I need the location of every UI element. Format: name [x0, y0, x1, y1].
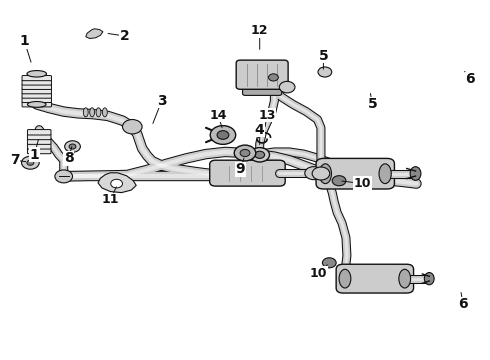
Ellipse shape: [319, 164, 332, 184]
Text: 8: 8: [64, 152, 74, 165]
Text: 14: 14: [209, 109, 227, 122]
Circle shape: [250, 148, 270, 162]
Text: 10: 10: [354, 177, 371, 190]
Text: 12: 12: [251, 24, 269, 37]
Text: 6: 6: [466, 72, 475, 86]
Text: 1: 1: [20, 35, 29, 48]
Text: 13: 13: [258, 109, 276, 122]
FancyBboxPatch shape: [243, 82, 282, 95]
FancyBboxPatch shape: [22, 93, 51, 98]
FancyBboxPatch shape: [27, 144, 51, 149]
Ellipse shape: [379, 164, 391, 184]
Text: 11: 11: [101, 193, 119, 206]
Ellipse shape: [102, 108, 107, 117]
Circle shape: [210, 126, 236, 144]
Circle shape: [22, 156, 39, 169]
Text: 1: 1: [29, 148, 39, 162]
Circle shape: [55, 170, 73, 183]
FancyBboxPatch shape: [210, 160, 285, 186]
Ellipse shape: [339, 269, 351, 288]
Circle shape: [305, 167, 322, 180]
FancyBboxPatch shape: [236, 60, 288, 89]
Circle shape: [111, 179, 122, 188]
Circle shape: [279, 81, 295, 93]
Text: 3: 3: [157, 94, 167, 108]
Ellipse shape: [83, 108, 88, 117]
Polygon shape: [86, 29, 103, 39]
FancyBboxPatch shape: [22, 98, 51, 103]
Circle shape: [234, 145, 256, 161]
Text: 10: 10: [310, 267, 327, 280]
Ellipse shape: [96, 108, 101, 117]
Circle shape: [255, 151, 265, 158]
Text: 4: 4: [255, 123, 265, 136]
Ellipse shape: [90, 108, 95, 117]
Circle shape: [269, 74, 278, 81]
Text: 7: 7: [10, 153, 20, 167]
FancyBboxPatch shape: [27, 130, 51, 135]
Circle shape: [318, 67, 332, 77]
Circle shape: [69, 144, 76, 149]
Ellipse shape: [27, 102, 46, 107]
Ellipse shape: [27, 71, 47, 77]
Circle shape: [312, 167, 330, 180]
Text: 5: 5: [368, 98, 377, 111]
Circle shape: [122, 120, 142, 134]
FancyBboxPatch shape: [22, 84, 51, 89]
FancyBboxPatch shape: [22, 102, 51, 107]
FancyBboxPatch shape: [27, 134, 51, 140]
Circle shape: [217, 131, 229, 139]
Circle shape: [240, 149, 250, 157]
Text: 6: 6: [458, 297, 468, 311]
FancyBboxPatch shape: [336, 264, 414, 293]
Text: 9: 9: [235, 162, 245, 176]
Polygon shape: [98, 173, 136, 193]
Circle shape: [27, 160, 34, 165]
Circle shape: [322, 258, 336, 268]
Circle shape: [65, 141, 80, 152]
FancyBboxPatch shape: [27, 148, 51, 154]
FancyBboxPatch shape: [22, 76, 51, 81]
Ellipse shape: [399, 269, 411, 288]
Text: 2: 2: [120, 29, 130, 43]
Ellipse shape: [424, 273, 434, 285]
FancyBboxPatch shape: [316, 158, 394, 189]
Circle shape: [332, 176, 346, 186]
FancyBboxPatch shape: [27, 139, 51, 144]
Ellipse shape: [410, 167, 421, 180]
FancyBboxPatch shape: [22, 89, 51, 94]
FancyBboxPatch shape: [22, 80, 51, 85]
Text: 5: 5: [318, 49, 328, 63]
